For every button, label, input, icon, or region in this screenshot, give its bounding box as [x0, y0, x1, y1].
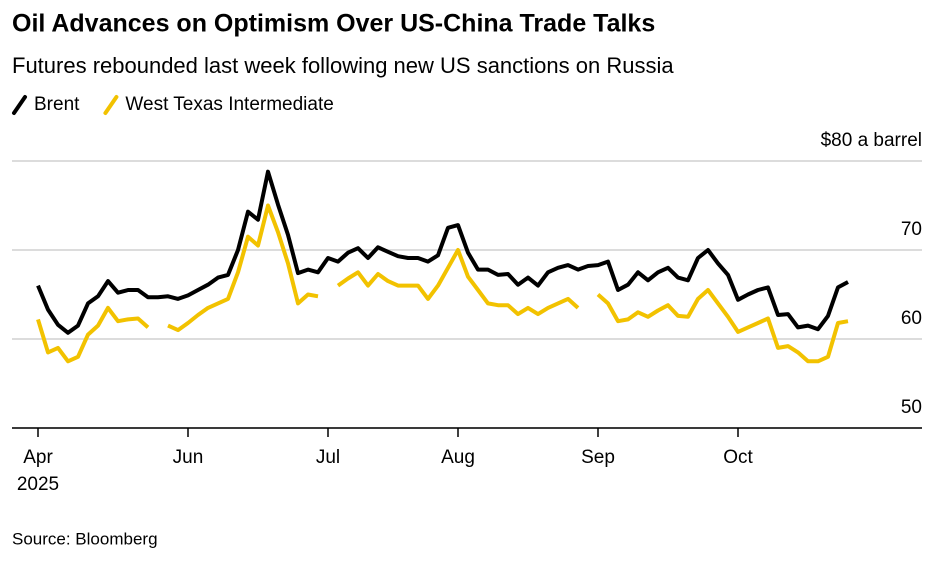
legend-label: West Texas Intermediate — [125, 94, 333, 115]
x-tick-label: Sep — [581, 447, 615, 468]
chart-subtitle: Futures rebounded last week following ne… — [12, 53, 674, 78]
legend-swatch — [103, 95, 119, 115]
y-tick-label: 70 — [901, 219, 922, 240]
x-tick-label: Aug — [441, 447, 475, 468]
legend: Brent West Texas Intermediate — [12, 94, 334, 115]
x-tick-label: Jul — [316, 447, 340, 468]
x-tick-label: Oct — [723, 447, 753, 468]
x-tick-label: Jun — [173, 447, 204, 468]
series-line — [36, 169, 849, 335]
chart-title: Oil Advances on Optimism Over US-China T… — [12, 10, 655, 38]
y-tick-label: 60 — [901, 308, 922, 329]
legend-label: Brent — [34, 94, 80, 115]
legend-swatch — [12, 95, 27, 115]
source: Source: Bloomberg — [12, 529, 158, 548]
x-year-label: 2025 — [17, 474, 59, 495]
y-tick-label: 50 — [901, 397, 922, 418]
x-tick-label: Apr — [23, 447, 53, 468]
series-line — [36, 203, 849, 364]
y-tick-label: $80 a barrel — [821, 130, 922, 151]
